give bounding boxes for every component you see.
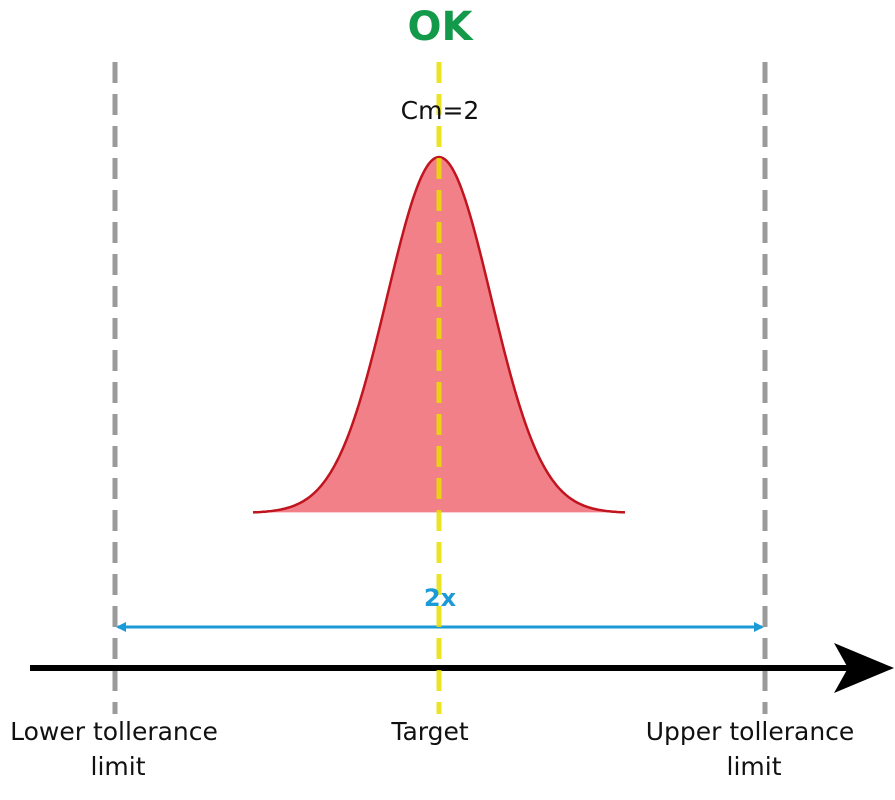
label-line: Upper tollerance: [646, 717, 855, 746]
cm-label: Cm=2: [401, 96, 480, 125]
upper-limit-label: Upper tollerance limit: [646, 717, 863, 781]
label-line: Target: [390, 717, 469, 746]
label-line: limit: [727, 752, 782, 781]
spread-label: 2x: [424, 584, 457, 612]
axis-arrowhead: [834, 643, 894, 693]
lower-limit-label: Lower tollerance limit: [10, 717, 226, 781]
label-line: limit: [91, 752, 146, 781]
label-line: Lower tollerance: [10, 717, 218, 746]
target-label: Target: [390, 717, 469, 746]
status-text: OK: [408, 4, 475, 50]
